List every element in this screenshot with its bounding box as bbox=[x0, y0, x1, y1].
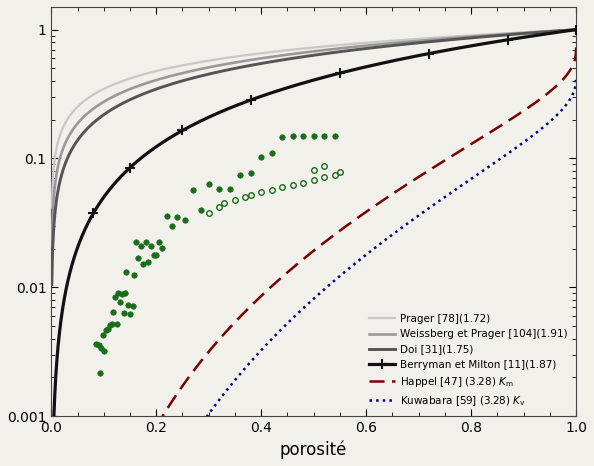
X-axis label: porosité: porosité bbox=[280, 440, 347, 459]
Legend: Prager [78](1.72), Weissberg et Prager [104](1.91), Doi [31](1.75), Berryman et : Prager [78](1.72), Weissberg et Prager [… bbox=[366, 311, 571, 411]
